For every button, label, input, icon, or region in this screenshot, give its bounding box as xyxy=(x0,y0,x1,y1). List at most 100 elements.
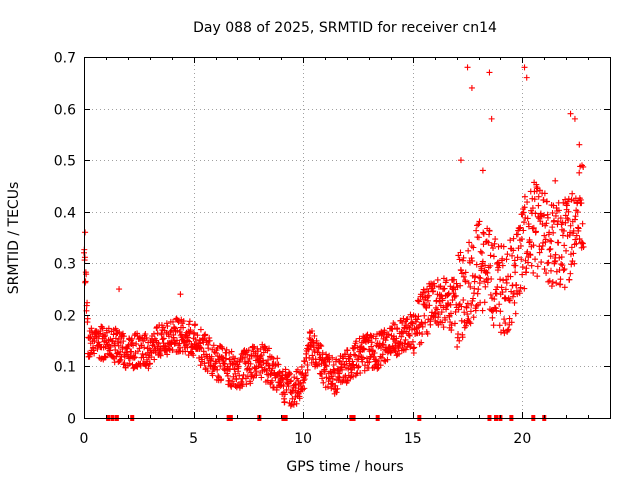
data-point xyxy=(408,319,415,326)
data-point xyxy=(458,267,465,274)
data-point xyxy=(503,276,510,283)
data-point xyxy=(246,365,253,372)
data-point xyxy=(272,374,279,381)
data-point xyxy=(468,301,475,308)
data-point xyxy=(520,227,527,234)
data-point xyxy=(158,331,165,338)
data-point xyxy=(256,358,263,365)
data-point xyxy=(517,242,524,249)
data-point xyxy=(476,280,483,287)
data-point xyxy=(400,329,407,336)
data-point xyxy=(116,286,123,293)
data-point xyxy=(247,380,254,387)
data-point xyxy=(349,358,356,365)
data-point xyxy=(444,302,451,309)
y-tick-label: 0 xyxy=(67,412,76,428)
data-point xyxy=(419,331,426,338)
data-point xyxy=(146,360,153,367)
data-point xyxy=(366,358,373,365)
data-point xyxy=(572,236,579,243)
data-point xyxy=(219,345,226,352)
data-point xyxy=(257,353,264,360)
data-point xyxy=(157,352,164,359)
data-point xyxy=(391,321,398,328)
data-point xyxy=(130,342,137,349)
data-point xyxy=(182,348,189,355)
data-point xyxy=(483,269,490,276)
data-point xyxy=(99,325,106,332)
data-point xyxy=(360,333,367,340)
data-point xyxy=(382,337,389,344)
data-point xyxy=(287,378,294,385)
data-point xyxy=(512,262,519,269)
data-point xyxy=(202,331,209,338)
data-point xyxy=(499,255,506,262)
data-point xyxy=(493,290,500,297)
data-point xyxy=(163,320,170,327)
data-point xyxy=(442,316,449,323)
data-point xyxy=(416,298,423,305)
data-point xyxy=(426,302,433,309)
data-point xyxy=(500,277,507,284)
data-point xyxy=(498,284,505,291)
data-point xyxy=(304,366,311,373)
data-point xyxy=(530,224,537,231)
data-point xyxy=(490,253,497,260)
data-point xyxy=(401,340,408,347)
data-point xyxy=(452,292,459,299)
data-point xyxy=(411,344,418,351)
data-point xyxy=(478,249,485,256)
data-point xyxy=(330,361,337,368)
data-point xyxy=(564,198,571,205)
data-point xyxy=(576,235,583,242)
data-point xyxy=(265,357,272,364)
data-point xyxy=(296,395,303,402)
data-point xyxy=(502,286,509,293)
data-point xyxy=(563,247,570,254)
plot-frame xyxy=(84,57,611,419)
data-point xyxy=(491,240,498,247)
data-point xyxy=(544,214,551,221)
data-point xyxy=(557,281,564,288)
data-point xyxy=(548,238,555,245)
data-point xyxy=(500,243,507,250)
data-point xyxy=(286,371,293,378)
data-point xyxy=(301,385,308,392)
chart-title: Day 088 of 2025, SRMTID for receiver cn1… xyxy=(193,20,497,36)
data-point xyxy=(399,319,406,326)
data-point xyxy=(329,375,336,382)
data-point xyxy=(571,260,578,267)
data-point xyxy=(456,337,463,344)
data-point xyxy=(560,267,567,274)
data-point xyxy=(521,204,528,211)
data-point xyxy=(555,207,562,214)
data-point xyxy=(410,349,417,356)
data-point xyxy=(506,297,513,304)
data-point xyxy=(571,115,578,122)
data-point xyxy=(422,319,429,326)
data-point xyxy=(176,340,183,347)
data-point xyxy=(239,355,246,362)
data-point xyxy=(441,285,448,292)
data-point xyxy=(481,299,488,306)
data-point xyxy=(346,355,353,362)
data-point xyxy=(488,276,495,283)
data-point xyxy=(420,286,427,293)
data-point xyxy=(335,357,342,364)
data-point xyxy=(356,335,363,342)
data-point xyxy=(402,336,409,343)
data-point xyxy=(170,334,177,341)
data-point xyxy=(165,345,172,352)
data-point xyxy=(227,382,234,389)
data-point xyxy=(306,354,313,361)
data-point xyxy=(88,325,95,332)
data-point xyxy=(375,343,382,350)
data-point xyxy=(379,351,386,358)
data-point xyxy=(530,242,537,249)
data-point xyxy=(418,339,425,346)
data-point xyxy=(334,385,341,392)
data-point xyxy=(421,312,428,319)
data-point xyxy=(527,252,534,259)
data-point xyxy=(461,309,468,316)
data-point xyxy=(185,334,192,341)
